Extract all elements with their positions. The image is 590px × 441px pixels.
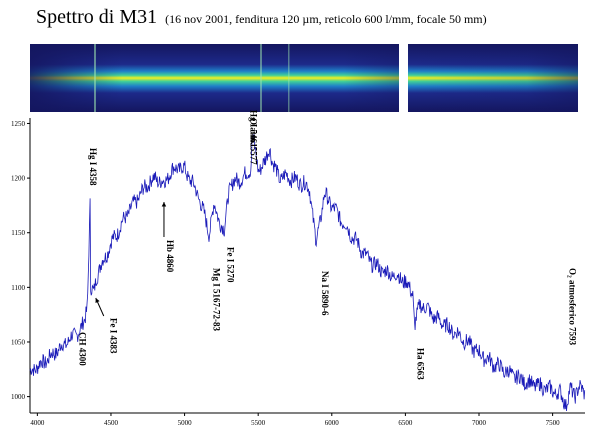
annotation-label: Hg I 4358 (88, 148, 98, 186)
annotation-label: Fe I 5270 (225, 247, 235, 283)
x-tick-label: 4500 (104, 419, 119, 427)
chart-series (29, 134, 586, 412)
annotation-label: Fe I 4383 (109, 318, 119, 354)
annotation-label: Hg I 5461 (248, 110, 258, 148)
annotation-label: Mg I 5167-72-83 (211, 268, 221, 331)
annotation-label: O atm. 5577 (249, 118, 259, 165)
x-tick-label: 7500 (546, 419, 561, 427)
spectrum-strip-left-image (30, 44, 399, 112)
y-tick-label: 1250 (11, 120, 26, 128)
x-tick-label: 6000 (325, 419, 340, 427)
spectrum-line (29, 134, 586, 412)
chart-title: Spettro di M31 (36, 6, 158, 28)
annotation-label: CH 4300 (78, 332, 88, 366)
chart-title-row: Spettro di M31 (16 nov 2001, fenditura 1… (36, 6, 487, 29)
x-tick-label: 4000 (30, 419, 45, 427)
chart-annotations: Hg I 4358 CH 4300 Fe I 4383 Hb 4860 Mg I 516… (78, 110, 578, 380)
spectrum-chart: 4000 4500 5000 5500 6000 6500 7000 7500 1000 1050… (11, 110, 586, 427)
y-tick-label: 1000 (11, 393, 26, 401)
x-tick-label: 6500 (398, 419, 413, 427)
x-tick-label: 5500 (251, 419, 266, 427)
y-tick-label: 1150 (11, 229, 25, 237)
y-tick-label: 1100 (11, 284, 25, 292)
spectrum-strip-right (408, 44, 578, 112)
y-tick-label: 1050 (11, 338, 26, 346)
annotation-label: Na I 5890-6 (320, 271, 330, 316)
annotation-arrowhead (95, 298, 100, 303)
x-tick-label: 5000 (178, 419, 193, 427)
chart-ticks: 4000 4500 5000 5500 6000 6500 7000 7500 1000 1050… (11, 120, 560, 427)
annotation-arrowhead (161, 202, 167, 207)
annotation-label: O₂ atmosferico 7593 (567, 268, 577, 346)
spectrum-strip-right-image (408, 44, 578, 112)
annotation-label: Ha 6563 (416, 348, 426, 380)
x-tick-label: 7000 (472, 419, 487, 427)
spectrum-strip-left (30, 44, 399, 112)
chart-axes (29, 118, 585, 414)
chart-subtitle: (16 nov 2001, fenditura 120 µm, reticolo… (165, 12, 487, 26)
annotation-label: Hb 4860 (165, 240, 175, 273)
y-tick-label: 1200 (11, 175, 26, 183)
